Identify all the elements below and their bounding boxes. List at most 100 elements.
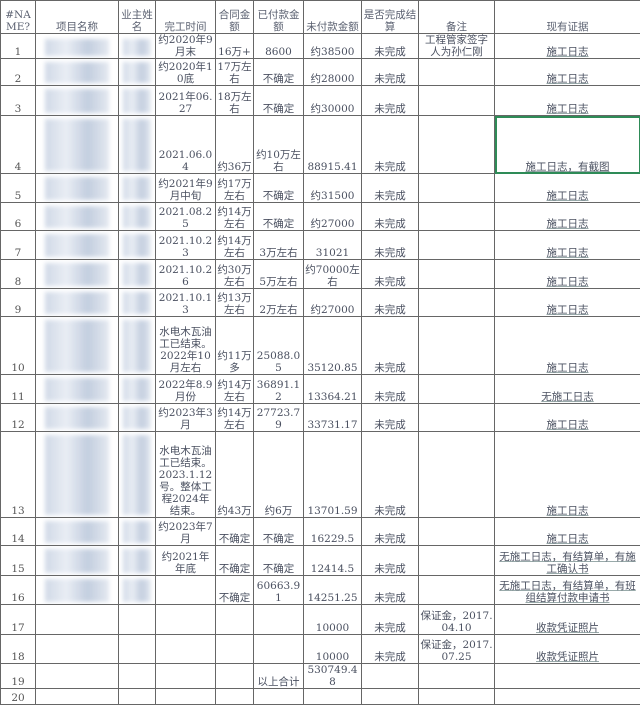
cell-evidence[interactable]: 施工日志 bbox=[495, 432, 640, 518]
header-owner-name[interactable]: 业主姓名 bbox=[119, 1, 156, 34]
cell-evidence[interactable]: 收款凭证照片 bbox=[495, 605, 640, 635]
header-notes[interactable]: 备注 bbox=[419, 1, 495, 34]
cell-owner-name-redacted[interactable] bbox=[119, 116, 156, 174]
cell-unpaid-amount[interactable]: 约30000 bbox=[304, 86, 362, 116]
cell-contract-amount[interactable]: 约17万左右 bbox=[216, 174, 254, 203]
cell-unpaid-amount[interactable]: 35120.85 bbox=[304, 317, 362, 375]
cell-row-no[interactable]: 5 bbox=[1, 174, 36, 203]
cell-evidence[interactable]: 施工日志 bbox=[495, 260, 640, 289]
cell-paid-amount[interactable]: 36891.12 bbox=[254, 375, 304, 404]
cell-notes[interactable]: 保证金，2017.07.25 bbox=[419, 635, 495, 664]
cell-unpaid-amount[interactable]: 33731.17 bbox=[304, 404, 362, 432]
cell-unpaid-amount[interactable]: 13701.59 bbox=[304, 432, 362, 518]
cell-completion-time[interactable] bbox=[156, 635, 216, 664]
cell-notes[interactable] bbox=[419, 289, 495, 317]
cell-paid-amount[interactable]: 以上合计 bbox=[254, 664, 304, 689]
cell-project-name-redacted[interactable] bbox=[36, 546, 119, 576]
cell-settled[interactable]: 未完成 bbox=[362, 86, 419, 116]
header-evidence[interactable]: 现有证据 bbox=[495, 1, 640, 34]
cell-project-name-redacted[interactable] bbox=[36, 289, 119, 317]
cell-project-name-redacted[interactable] bbox=[36, 174, 119, 203]
cell-project-name-redacted[interactable] bbox=[36, 576, 119, 605]
cell-row-no[interactable]: 7 bbox=[1, 231, 36, 260]
cell-settled[interactable]: 未完成 bbox=[362, 174, 419, 203]
cell-owner-name-redacted[interactable] bbox=[119, 289, 156, 317]
cell-paid-amount[interactable] bbox=[254, 689, 304, 705]
cell-paid-amount[interactable]: 不确定 bbox=[254, 518, 304, 546]
cell-contract-amount[interactable]: 约14万左右 bbox=[216, 375, 254, 404]
cell-evidence[interactable]: 无施工日志 bbox=[495, 375, 640, 404]
cell-paid-amount[interactable]: 27723.79 bbox=[254, 404, 304, 432]
cell-settled[interactable]: 未完成 bbox=[362, 635, 419, 664]
cell-completion-time[interactable]: 约2020年9月末 bbox=[156, 34, 216, 59]
cell-settled[interactable]: 未完成 bbox=[362, 34, 419, 59]
cell-settled[interactable]: 未完成 bbox=[362, 576, 419, 605]
cell-notes[interactable] bbox=[419, 689, 495, 705]
cell-notes[interactable] bbox=[419, 432, 495, 518]
cell-paid-amount[interactable]: 不确定 bbox=[254, 59, 304, 86]
cell-completion-time[interactable]: 2022年8.9月份 bbox=[156, 375, 216, 404]
cell-project-name-redacted[interactable] bbox=[36, 432, 119, 518]
cell-unpaid-amount[interactable]: 530749.48 bbox=[304, 664, 362, 689]
cell-row-no[interactable]: 13 bbox=[1, 432, 36, 518]
cell-completion-time[interactable]: 约2020年10底 bbox=[156, 59, 216, 86]
cell-notes[interactable]: 工程管家签字人为孙仁刚 bbox=[419, 34, 495, 59]
cell-contract-amount[interactable]: 约30万左右 bbox=[216, 260, 254, 289]
cell-paid-amount[interactable]: 2万左右 bbox=[254, 289, 304, 317]
cell-contract-amount[interactable] bbox=[216, 664, 254, 689]
cell-completion-time[interactable]: 约2021年9月中旬 bbox=[156, 174, 216, 203]
header-completion-time[interactable]: 完工时间 bbox=[156, 1, 216, 34]
cell-project-name-redacted[interactable] bbox=[36, 59, 119, 86]
cell-project-name-redacted[interactable] bbox=[36, 34, 119, 59]
cell-paid-amount[interactable]: 60663.91 bbox=[254, 576, 304, 605]
cell-unpaid-amount[interactable]: 约38500 bbox=[304, 34, 362, 59]
cell-paid-amount[interactable]: 约10万左右 bbox=[254, 116, 304, 174]
cell-owner-name-redacted[interactable] bbox=[119, 518, 156, 546]
cell-settled[interactable]: 未完成 bbox=[362, 518, 419, 546]
cell-completion-time[interactable] bbox=[156, 664, 216, 689]
cell-evidence[interactable]: 施工日志 bbox=[495, 59, 640, 86]
cell-settled[interactable]: 未完成 bbox=[362, 317, 419, 375]
cell-contract-amount[interactable]: 17万左右 bbox=[216, 59, 254, 86]
cell-project-name-redacted[interactable] bbox=[36, 689, 119, 705]
cell-owner-name-redacted[interactable] bbox=[119, 576, 156, 605]
cell-evidence[interactable]: 无施工日志，有结算单，有施工确认书 bbox=[495, 546, 640, 576]
cell-evidence[interactable]: 施工日志 bbox=[495, 86, 640, 116]
cell-unpaid-amount[interactable]: 13364.21 bbox=[304, 375, 362, 404]
header-project-name[interactable]: 项目名称 bbox=[36, 1, 119, 34]
cell-contract-amount[interactable] bbox=[216, 605, 254, 635]
cell-notes[interactable] bbox=[419, 664, 495, 689]
cell-completion-time[interactable]: 2021.06.04 bbox=[156, 116, 216, 174]
cell-unpaid-amount[interactable]: 88915.41 bbox=[304, 116, 362, 174]
cell-project-name-redacted[interactable] bbox=[36, 116, 119, 174]
header-contract-amount[interactable]: 合同金额 bbox=[216, 1, 254, 34]
cell-project-name-redacted[interactable] bbox=[36, 664, 119, 689]
cell-notes[interactable] bbox=[419, 375, 495, 404]
cell-notes[interactable] bbox=[419, 546, 495, 576]
cell-row-no[interactable]: 18 bbox=[1, 635, 36, 664]
cell-owner-name-redacted[interactable] bbox=[119, 689, 156, 705]
cell-owner-name-redacted[interactable] bbox=[119, 546, 156, 576]
cell-contract-amount[interactable]: 约14万左右 bbox=[216, 404, 254, 432]
cell-project-name-redacted[interactable] bbox=[36, 404, 119, 432]
cell-row-no[interactable]: 20 bbox=[1, 689, 36, 705]
cell-settled[interactable]: 未完成 bbox=[362, 432, 419, 518]
cell-evidence[interactable]: 施工日志，有截图 bbox=[495, 116, 640, 174]
cell-paid-amount[interactable]: 8600 bbox=[254, 34, 304, 59]
cell-evidence[interactable] bbox=[495, 664, 640, 689]
cell-owner-name-redacted[interactable] bbox=[119, 317, 156, 375]
cell-row-no[interactable]: 4 bbox=[1, 116, 36, 174]
cell-contract-amount[interactable]: 18万左右 bbox=[216, 86, 254, 116]
cell-unpaid-amount[interactable]: 约27000 bbox=[304, 289, 362, 317]
cell-notes[interactable] bbox=[419, 86, 495, 116]
cell-row-no[interactable]: 17 bbox=[1, 605, 36, 635]
cell-paid-amount[interactable] bbox=[254, 635, 304, 664]
cell-project-name-redacted[interactable] bbox=[36, 635, 119, 664]
cell-completion-time[interactable]: 2021.10.13 bbox=[156, 289, 216, 317]
cell-paid-amount[interactable]: 不确定 bbox=[254, 203, 304, 231]
cell-contract-amount[interactable]: 约43万 bbox=[216, 432, 254, 518]
cell-evidence[interactable]: 施工日志 bbox=[495, 317, 640, 375]
cell-owner-name-redacted[interactable] bbox=[119, 635, 156, 664]
cell-unpaid-amount[interactable]: 16229.5 bbox=[304, 518, 362, 546]
cell-unpaid-amount[interactable]: 12414.5 bbox=[304, 546, 362, 576]
